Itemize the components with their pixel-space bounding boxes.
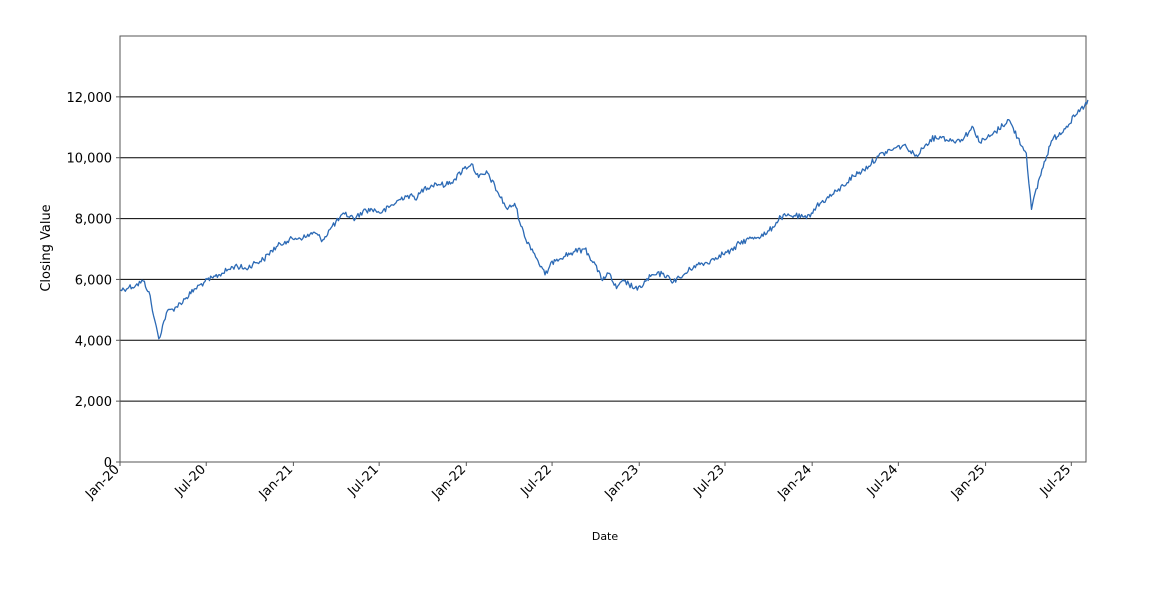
y-tick-label: 6,000 [75, 273, 112, 288]
x-tick-label: Jan-22 [429, 462, 470, 503]
x-tick-label: Jan-24 [774, 462, 815, 503]
x-axis-title: Date [592, 530, 619, 543]
x-tick-label: Jul-23 [690, 462, 727, 499]
plot-area [119, 35, 1087, 463]
series-layer [120, 99, 1089, 340]
x-tick-label: Jan-20 [82, 462, 123, 503]
x-tick-label: Jan-21 [256, 462, 297, 503]
y-axis: 0 2,000 4,000 6,000 8,000 10,000 12,000 [67, 91, 120, 471]
gridlines [120, 96, 1086, 402]
x-axis: Jan-20 Jul-20 Jan-21 Jul-21 Jan-22 Jul-22 Jan-… [82, 462, 1074, 503]
y-tick-label: 0 [104, 456, 112, 471]
y-tick-label: 10,000 [67, 152, 113, 167]
y-axis-title: Closing Value [39, 204, 54, 291]
y-tick-label: 2,000 [75, 395, 112, 410]
x-tick-label: Jul-24 [864, 462, 901, 499]
x-tick-label: Jul-20 [172, 462, 209, 499]
y-tick-label: 8,000 [75, 213, 112, 228]
series-line [120, 99, 1089, 340]
x-tick-label: Jul-25 [1037, 462, 1074, 499]
x-tick-label: Jan-23 [602, 462, 643, 503]
y-tick-label: 12,000 [67, 91, 113, 106]
x-tick-label: Jan-25 [948, 462, 989, 503]
x-tick-label: Jul-21 [345, 462, 382, 499]
y-tick-label: 4,000 [75, 334, 112, 349]
x-tick-label: Jul-22 [517, 462, 554, 499]
